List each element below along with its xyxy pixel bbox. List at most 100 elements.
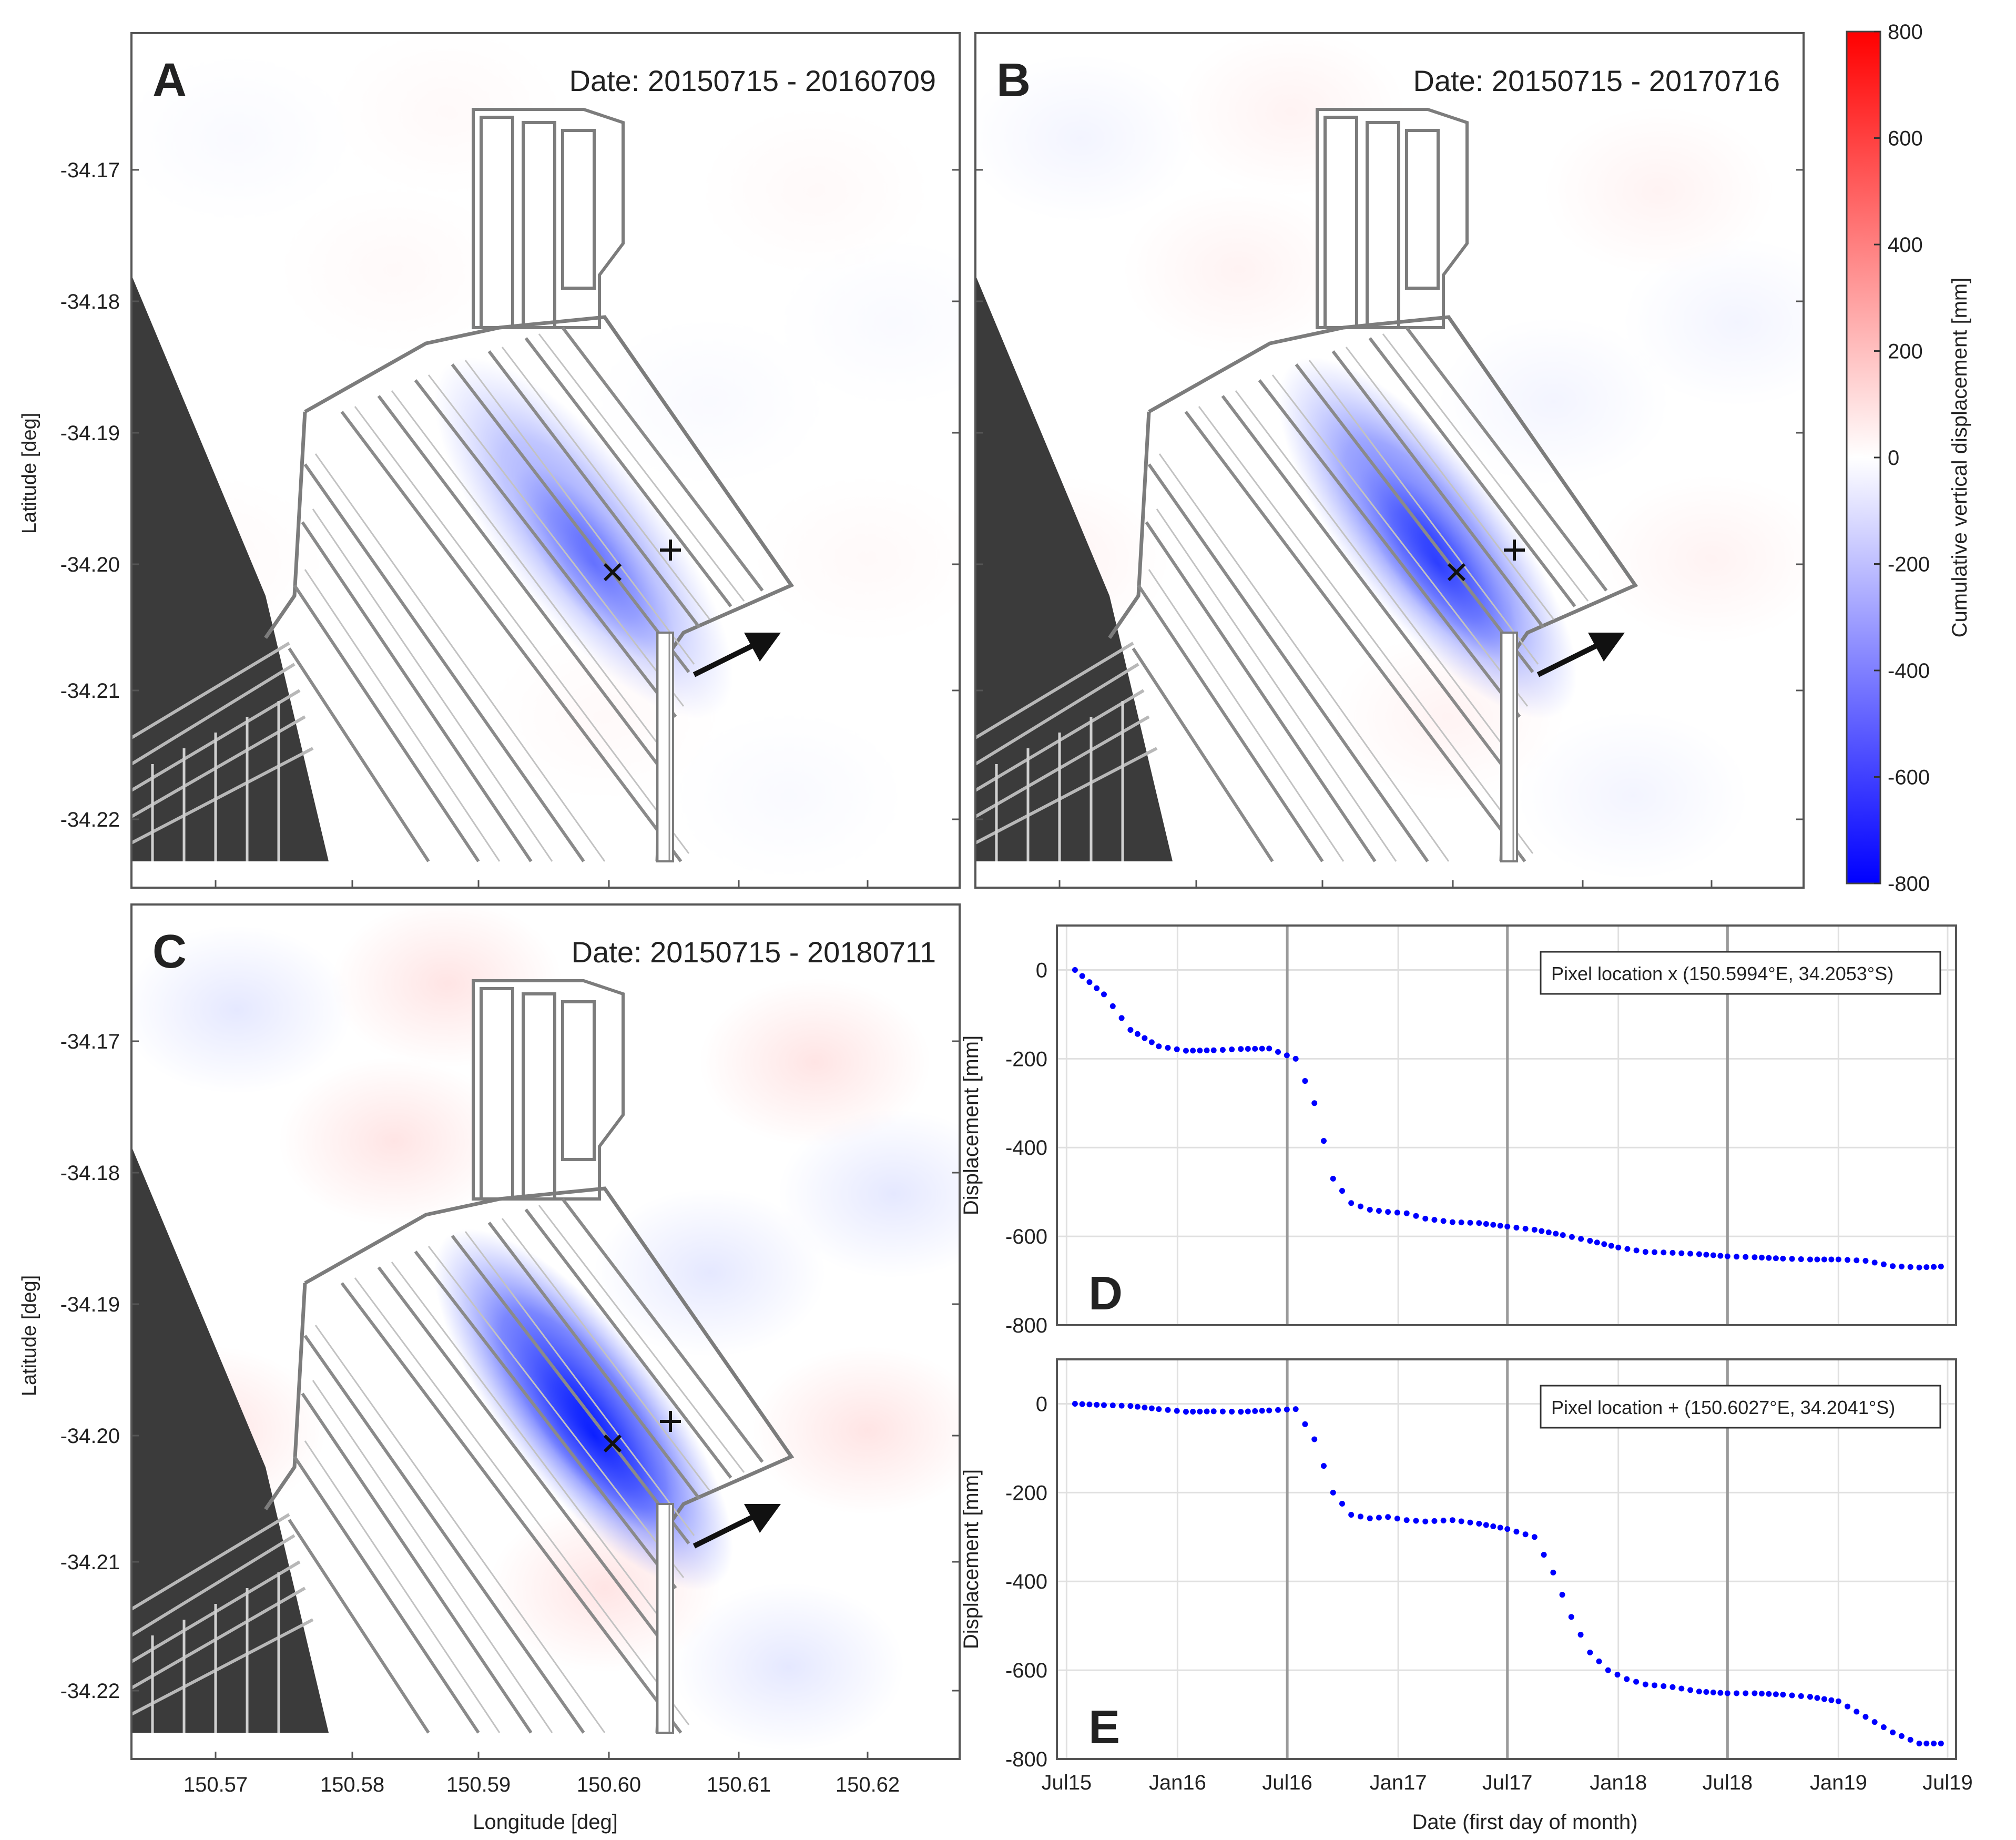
data-point [1560, 1232, 1566, 1238]
map-noise [1622, 238, 1804, 406]
lat-tick-label: -34.17 [60, 1030, 120, 1053]
data-point [1490, 1222, 1496, 1228]
data-point [1086, 979, 1093, 985]
x-tick-label: Jan17 [1370, 1771, 1427, 1794]
data-point [1348, 1200, 1355, 1206]
data-point [1601, 1241, 1607, 1247]
data-point [1780, 1255, 1786, 1262]
lat-tick-label: -34.19 [60, 1293, 120, 1316]
data-point [1330, 1175, 1336, 1182]
data-point [1766, 1691, 1772, 1697]
lat-tick-label: -34.17 [60, 159, 120, 182]
data-point [1385, 1209, 1391, 1215]
data-point [1229, 1046, 1235, 1053]
data-point [1703, 1689, 1709, 1695]
data-point [1490, 1523, 1496, 1530]
data-point [1923, 1264, 1930, 1270]
subsidence-core [1356, 465, 1520, 663]
data-point [1252, 1045, 1258, 1052]
data-point [1127, 1403, 1134, 1409]
data-point [1553, 1231, 1559, 1237]
data-point [1467, 1519, 1473, 1526]
data-point [1752, 1254, 1758, 1260]
data-point [1156, 1406, 1162, 1412]
data-point [1284, 1406, 1290, 1412]
data-point [1086, 1401, 1093, 1408]
data-point [1156, 1043, 1162, 1050]
data-point [1118, 1015, 1125, 1021]
y-tick-label: -400 [1005, 1570, 1047, 1593]
data-point [1483, 1522, 1489, 1528]
data-point [1072, 1400, 1078, 1407]
data-point [1828, 1256, 1835, 1263]
data-point [1320, 1138, 1327, 1144]
lat-tick-label: -34.18 [60, 290, 120, 313]
data-point [1710, 1689, 1716, 1695]
data-point [1458, 1518, 1464, 1524]
data-point [1661, 1683, 1667, 1690]
data-point [1531, 1534, 1538, 1540]
data-point [1403, 1517, 1410, 1523]
lat-tick-label: -34.20 [60, 553, 120, 576]
data-point [1717, 1690, 1724, 1696]
data-point [1367, 1515, 1373, 1521]
data-point [1292, 1055, 1299, 1062]
map-noise [1596, 475, 1804, 643]
data-point [1357, 1203, 1363, 1209]
data-point [1467, 1219, 1473, 1226]
map-panels: A Date: 20150715 - 20160709 -34.17 -34.18 -3… [60, 32, 1805, 1796]
data-point [1165, 1407, 1171, 1413]
data-point [1204, 1408, 1210, 1415]
data-point [1413, 1213, 1419, 1219]
data-point [1094, 985, 1100, 991]
x-tick-label: Jan16 [1149, 1771, 1206, 1794]
data-point [1652, 1249, 1658, 1255]
pixel-marker-x [1447, 563, 1466, 582]
lat-label-bottom: Latitude [deg] [18, 1275, 40, 1396]
data-point [1431, 1518, 1438, 1524]
data-point [1311, 1436, 1318, 1442]
map-axis-labels: Latitude [deg] Latitude [deg] Longitude … [18, 413, 618, 1834]
data-point [1614, 1672, 1621, 1678]
direction-arrow [693, 633, 781, 677]
data-point [1219, 1046, 1226, 1053]
pixel-marker-x [603, 1434, 622, 1453]
colorbar-tick-label: -400 [1888, 659, 1930, 683]
data-point [1594, 1239, 1600, 1246]
data-point [1845, 1703, 1851, 1710]
data-point [1174, 1046, 1180, 1052]
time-series-panel-d: 0 -200 -400 -600 -800 Pixel location x (150.5… [960, 924, 1957, 1337]
y-tick-label: -400 [1005, 1136, 1047, 1160]
data-point [1652, 1682, 1658, 1689]
series-points [1072, 967, 1944, 1270]
panel-date: Date: 20150715 - 20180711 [572, 936, 936, 969]
data-point [1907, 1264, 1913, 1270]
data-point [1545, 1229, 1552, 1236]
data-point [1766, 1255, 1772, 1261]
plot-frame [1056, 1358, 1957, 1760]
map-noise [131, 54, 352, 222]
panel-letter: D [1088, 1267, 1123, 1320]
data-point [1568, 1614, 1574, 1620]
data-point [1266, 1045, 1272, 1052]
x-tick-label: Jul19 [1922, 1771, 1973, 1794]
x-tick-label: Jul16 [1262, 1771, 1312, 1794]
legend: Pixel location x (150.5994°E, 34.2053°S) [1540, 951, 1941, 995]
data-point [1633, 1679, 1640, 1685]
data-point [1197, 1408, 1203, 1415]
data-point [1923, 1740, 1930, 1746]
colorbar: 800 600 400 200 0 -200 -400 -600 -800 Cumulative… [1846, 21, 1971, 896]
x-tick-label: Jul18 [1703, 1771, 1753, 1794]
subsidence-core [512, 1337, 676, 1534]
data-point [1174, 1408, 1180, 1414]
data-point [1134, 1031, 1141, 1037]
data-point [1907, 1736, 1913, 1743]
data-point [1476, 1520, 1482, 1527]
data-point [1798, 1693, 1804, 1699]
data-point [1559, 1592, 1565, 1598]
data-point [1127, 1026, 1134, 1033]
legend: Pixel location + (150.6027°E, 34.2041°S) [1540, 1385, 1941, 1429]
data-point [1624, 1676, 1630, 1682]
y-axis-label: Displacement [mm] [960, 1469, 983, 1649]
lat-tick-label: -34.21 [60, 1551, 120, 1574]
